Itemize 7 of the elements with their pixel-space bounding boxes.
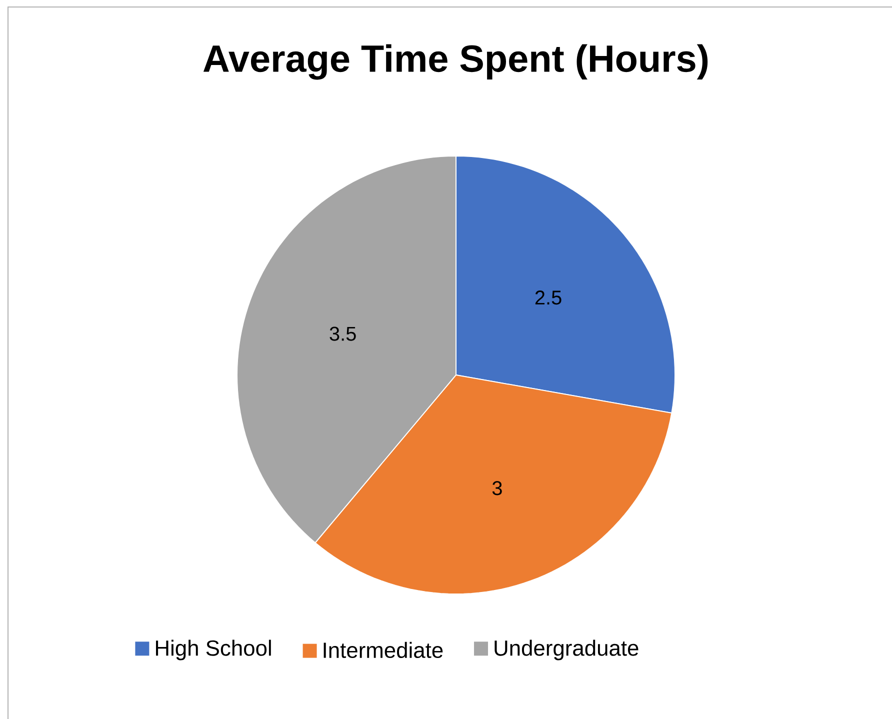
legend-label: Undergraduate [494, 640, 638, 660]
data-label: 3 [492, 481, 502, 496]
chart-title: Average Time Spent (Hours) [203, 44, 708, 80]
data-label: 2.5 [535, 290, 562, 305]
legend-label: Intermediate [324, 642, 443, 658]
data-label: 3.5 [330, 326, 356, 341]
legend-label: High School [156, 640, 271, 660]
